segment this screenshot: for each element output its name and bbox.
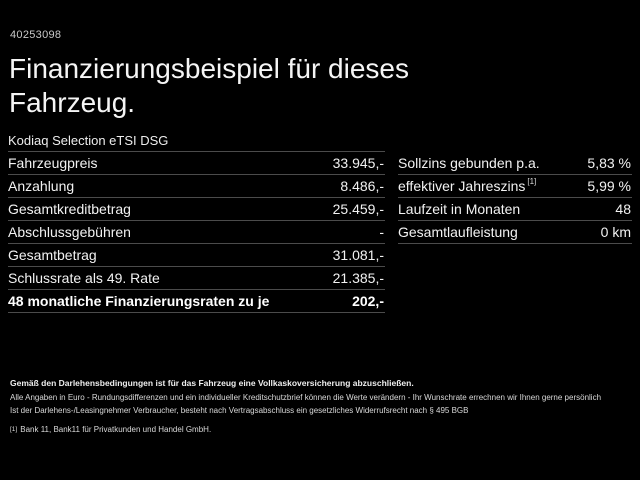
row-value: 31.081,-: [332, 247, 384, 263]
row-label: Gesamtlaufleistung: [398, 224, 518, 240]
table-row-monthly-rate: 48 monatliche Finanzierungsraten zu je 2…: [8, 290, 385, 313]
row-label: Schlussrate als 49. Rate: [8, 270, 160, 286]
row-value: 25.459,-: [332, 201, 384, 217]
offer-reference-number: 40253098: [10, 29, 62, 41]
row-label: Abschlussgebühren: [8, 224, 131, 240]
table-row: Gesamtlaufleistung 0 km: [398, 221, 632, 244]
row-label: Anzahlung: [8, 178, 75, 194]
financing-table-left: Fahrzeugpreis 33.945,- Anzahlung 8.486,-…: [8, 152, 385, 313]
withdrawal-right-line: Ist der Darlehens-/Leasingnehmer Verbrau…: [10, 406, 469, 415]
row-label: Laufzeit in Monaten: [398, 201, 521, 217]
page-title: Finanzierungsbeispiel für dieses Fahrzeu…: [9, 53, 409, 118]
table-row: Schlussrate als 49. Rate 21.385,-: [8, 267, 385, 290]
table-row: Gesamtkreditbetrag 25.459,-: [8, 198, 385, 221]
row-label: 48 monatliche Finanzierungsraten zu je: [8, 293, 270, 309]
row-value: 33.945,-: [332, 155, 384, 171]
row-value: 21.385,-: [332, 270, 384, 286]
legal-footer: Gemäß den Darlehensbedingungen ist für d…: [10, 377, 632, 436]
financing-table-right: Sollzins gebunden p.a. 5,83 % effektiver…: [398, 152, 632, 244]
bank-footnote: [1] Bank 11, Bank11 für Privatkunden und …: [10, 423, 632, 437]
vehicle-model-subtitle: Kodiaq Selection eTSI DSG: [8, 130, 385, 152]
row-value: 5,83 %: [587, 155, 631, 171]
row-value: 8.486,-: [340, 178, 384, 194]
table-row: Anzahlung 8.486,-: [8, 175, 385, 198]
row-label: Sollzins gebunden p.a.: [398, 155, 540, 171]
disclaimer-line: Alle Angaben in Euro - Rundungsdifferenz…: [10, 392, 602, 402]
table-row: Sollzins gebunden p.a. 5,83 %: [398, 152, 632, 175]
row-value: 202,-: [352, 293, 384, 309]
row-value: -: [379, 224, 384, 240]
row-value: 5,99 %: [587, 178, 631, 194]
vehicle-model-label: Kodiaq Selection eTSI DSG: [8, 133, 169, 148]
row-value: 0 km: [600, 224, 631, 240]
row-value: 48: [615, 201, 631, 217]
table-row: Laufzeit in Monaten 48: [398, 198, 632, 221]
row-label: Fahrzeugpreis: [8, 155, 98, 171]
row-label: Gesamtkreditbetrag: [8, 201, 131, 217]
row-label: Gesamtbetrag: [8, 247, 97, 263]
insurance-requirement-note: Gemäß den Darlehensbedingungen ist für d…: [10, 378, 414, 388]
table-row: Gesamtbetrag 31.081,-: [8, 244, 385, 267]
footnote-marker: [1]: [10, 425, 18, 433]
footnote-reference-marker: [1]: [527, 177, 537, 186]
row-label: effektiver Jahreszins [1]: [398, 177, 537, 194]
table-row: Abschlussgebühren -: [8, 221, 385, 244]
table-row: effektiver Jahreszins [1] 5,99 %: [398, 175, 632, 198]
footnote-text: Bank 11, Bank11 für Privatkunden und Han…: [20, 424, 212, 434]
table-row: Fahrzeugpreis 33.945,-: [8, 152, 385, 175]
